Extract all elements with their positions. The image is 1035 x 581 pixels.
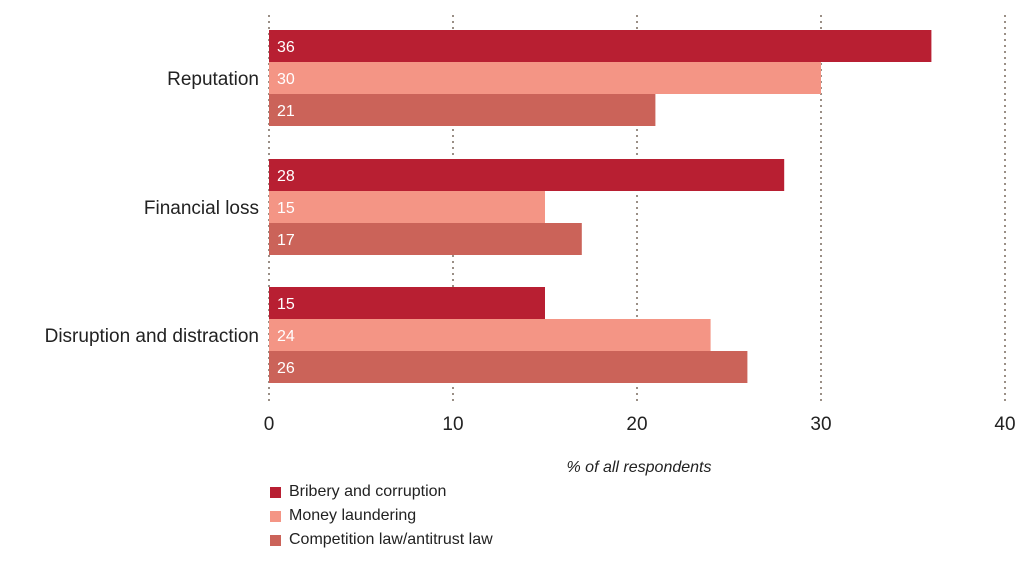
legend-swatch [270,486,281,498]
x-axis-title: % of all respondents [567,459,712,476]
x-tick-label: 0 [264,414,275,435]
category-label: Disruption and distraction [45,326,259,347]
bar [269,62,821,94]
x-tick-labels: 0 10 20 30 40 [264,414,1016,435]
bar [269,191,545,223]
category-labels: Reputation Financial loss Disruption and d… [45,69,259,347]
x-tick-label: 30 [810,414,831,435]
bar-value-label: 21 [277,103,295,120]
bar [269,159,785,191]
bar [269,94,656,126]
bars-group: 36 30 21 28 15 17 15 24 26 [269,30,932,383]
legend-label: Money laundering [289,507,417,524]
bar-value-label: 28 [277,168,295,185]
legend: Bribery and corruption Money laundering Co… [270,480,493,552]
bar-value-label: 15 [277,200,295,217]
bar [269,351,748,383]
bar [269,30,932,62]
bar-value-label: 17 [277,232,295,249]
legend-swatch [270,534,281,546]
bar [269,319,711,351]
legend-item: Competition law/antitrust law [270,528,493,552]
legend-label: Bribery and corruption [289,483,447,500]
bar-value-label: 24 [277,328,295,345]
bar [269,287,545,319]
bar-value-label: 15 [277,296,295,313]
bar-value-label: 36 [277,39,295,56]
bar [269,223,582,255]
bar-value-label: 26 [277,360,295,377]
bar-value-label: 30 [277,71,295,88]
legend-label: Competition law/antitrust law [289,531,493,548]
legend-item: Bribery and corruption [270,480,493,504]
x-tick-label: 20 [626,414,647,435]
category-label: Reputation [167,69,259,90]
x-tick-label: 10 [442,414,463,435]
category-label: Financial loss [144,198,259,219]
x-tick-label: 40 [994,414,1015,435]
legend-swatch [270,510,281,522]
legend-item: Money laundering [270,504,493,528]
